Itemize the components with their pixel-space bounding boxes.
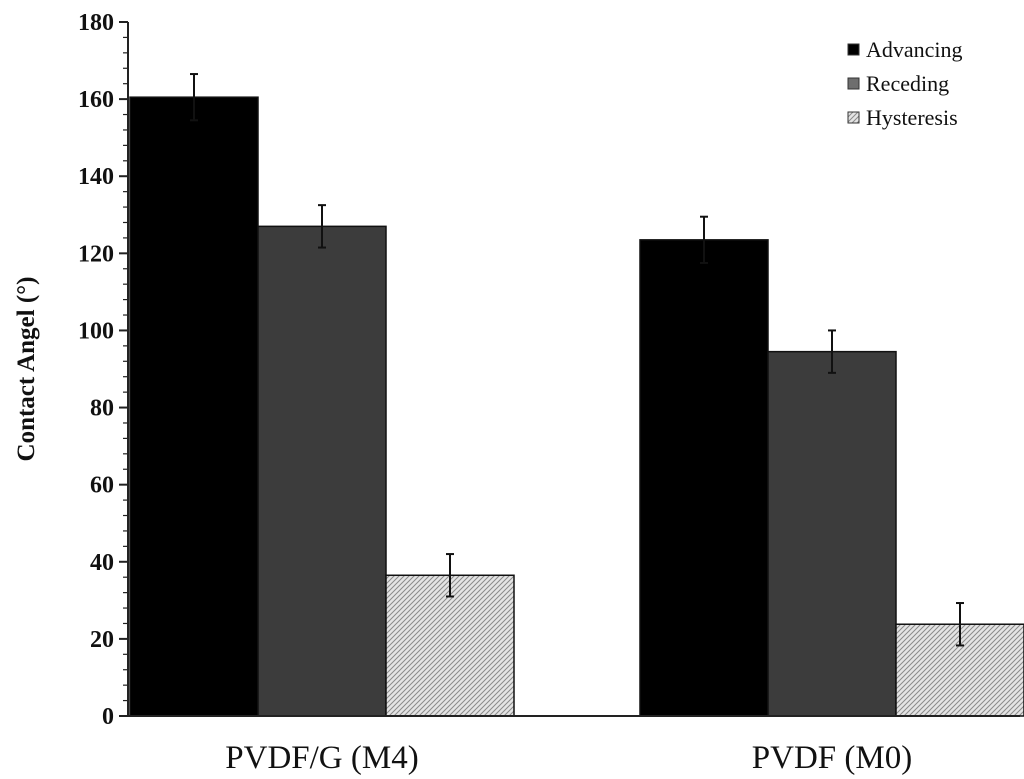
bar-receding xyxy=(767,350,897,717)
bar-advancing xyxy=(129,96,259,717)
x-category-label: PVDF/G (M4) xyxy=(225,740,418,776)
y-tick-label: 0 xyxy=(102,704,114,730)
legend-label-receding: Receding xyxy=(866,71,949,96)
y-tick-label: 100 xyxy=(78,318,114,344)
y-tick-label: 160 xyxy=(78,87,114,113)
y-axis-title: Contact Angel (°) xyxy=(13,277,40,462)
category-labels-group: PVDF/G (M4) PVDF (M0) xyxy=(225,740,912,776)
y-tick-label: 80 xyxy=(90,396,114,422)
y-tick-label: 140 xyxy=(78,164,114,190)
legend: Advancing Receding Hysteresis xyxy=(847,37,963,130)
bar-advancing xyxy=(639,239,769,717)
legend-label-advancing: Advancing xyxy=(866,37,963,62)
y-tick-label: 180 xyxy=(78,10,114,36)
y-tick-label: 60 xyxy=(90,473,114,499)
y-tick-label: 120 xyxy=(78,241,114,267)
legend-swatch-hysteresis xyxy=(847,111,860,124)
y-tick-label: 20 xyxy=(90,627,114,653)
legend-swatch-receding xyxy=(847,77,860,90)
bars-group xyxy=(129,73,1024,717)
bar-receding xyxy=(257,225,387,717)
legend-label-hysteresis: Hysteresis xyxy=(866,105,958,130)
axes-group xyxy=(127,22,1020,717)
y-tick-label: 40 xyxy=(90,550,114,576)
y-ticks-group: 0 20 40 60 80 100 120 140 160 180 xyxy=(78,10,128,730)
legend-swatch-advancing xyxy=(847,43,860,56)
x-category-label: PVDF (M0) xyxy=(752,740,912,776)
